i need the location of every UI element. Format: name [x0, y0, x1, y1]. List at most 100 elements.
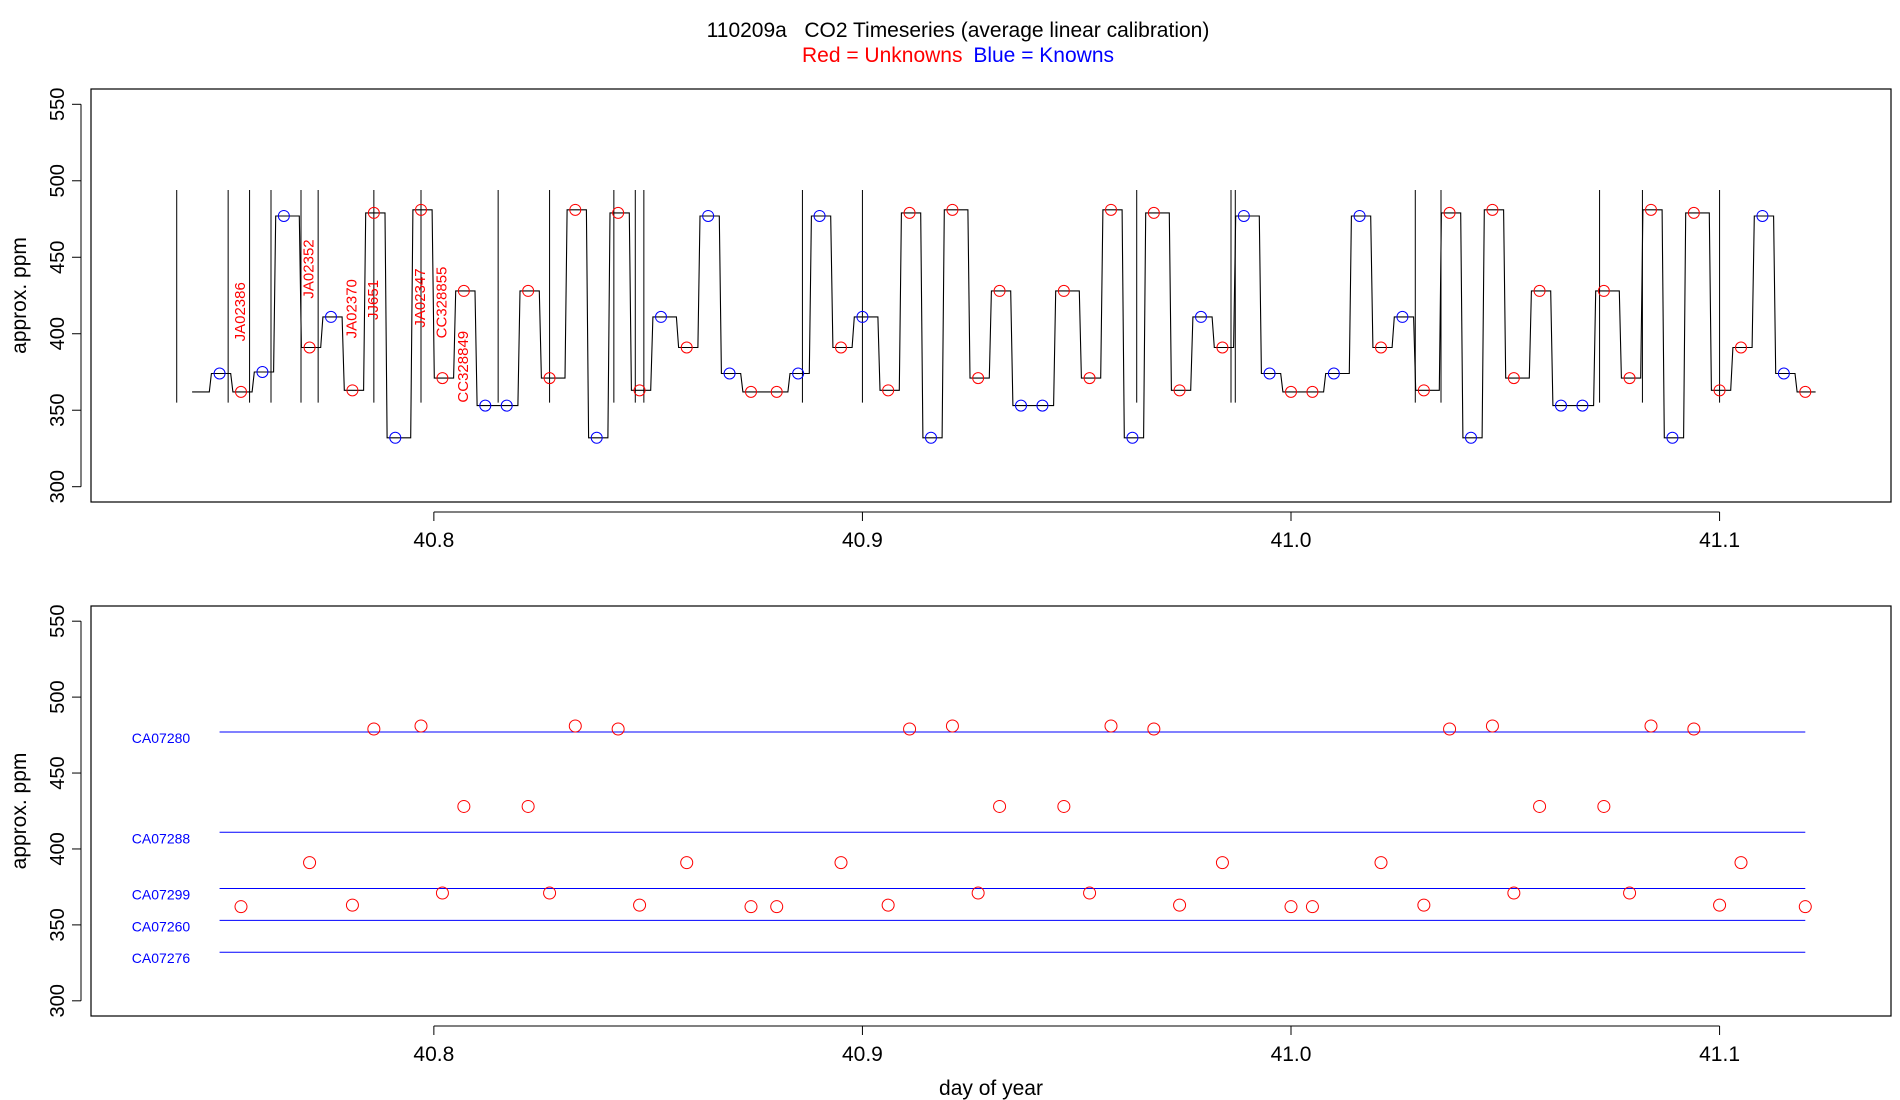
unknown-point: [1687, 206, 1700, 219]
unknown-point: [680, 856, 694, 870]
unknown-point: [1375, 341, 1387, 354]
unknown-point: [1485, 719, 1499, 733]
unknown-point: [457, 799, 471, 813]
unknown-point: [1306, 385, 1319, 398]
unknown-point: [881, 898, 895, 912]
unknown-point: [436, 372, 449, 385]
unknown-point: [1057, 284, 1070, 297]
unknown-point: [1734, 856, 1748, 870]
unknown-point: [1305, 900, 1319, 914]
unknown-point: [1104, 719, 1118, 733]
unknown-point: [1533, 799, 1547, 813]
subtitle-knowns: Blue = Knowns: [973, 44, 1114, 67]
unknown-point: [543, 886, 557, 900]
y-tick-label: 450: [47, 241, 69, 274]
known-point: [479, 399, 492, 412]
unknown-point: [1216, 341, 1229, 354]
unknown-point: [1798, 900, 1812, 914]
unknown-point: [903, 722, 917, 736]
unknown-point: [1173, 384, 1186, 397]
known-point: [1576, 399, 1589, 412]
x-tick-label: 40.8: [413, 529, 454, 552]
unknown-point: [1147, 206, 1160, 219]
unknown-point: [1105, 203, 1117, 216]
plot-frame: [90, 88, 1892, 503]
unknown-point: [1443, 722, 1457, 736]
unknown-point: [1597, 799, 1611, 813]
unknown-point: [569, 203, 582, 216]
known-point: [213, 367, 226, 380]
y-tick-label: 500: [47, 164, 69, 197]
sample-id-label: CC328855: [433, 267, 450, 339]
unknown-point: [993, 284, 1006, 297]
standard-label: CA07299: [132, 886, 191, 902]
sample-id-label: CC328849: [455, 331, 472, 403]
unknown-point: [367, 722, 381, 736]
unknown-point: [1285, 385, 1297, 398]
unknown-point: [543, 372, 556, 385]
known-point: [1756, 209, 1769, 222]
sample-id-label: JA02386: [232, 282, 249, 341]
unknown-point: [522, 284, 535, 297]
unknown-point: [1713, 384, 1726, 397]
y-tick-label: 550: [47, 88, 69, 121]
unknown-point: [993, 799, 1007, 813]
x-tick-label: 40.8: [413, 1043, 454, 1066]
unknown-point: [770, 900, 784, 914]
unknown-point: [234, 900, 248, 914]
unknown-point: [1507, 372, 1520, 385]
unknown-point: [1284, 900, 1298, 914]
y-tick-label: 450: [47, 756, 69, 789]
x-tick-label: 40.9: [842, 529, 883, 552]
known-point: [1465, 431, 1477, 444]
unknown-point: [303, 856, 317, 870]
unknown-point: [882, 384, 895, 397]
known-point: [856, 310, 869, 323]
unknown-point: [1083, 886, 1097, 900]
unknown-point: [1057, 799, 1071, 813]
unknown-point: [1147, 722, 1161, 736]
co2-trace-line: [192, 209, 1816, 439]
known-point: [792, 367, 805, 380]
unknown-point: [367, 206, 380, 219]
unknown-point: [1417, 898, 1431, 912]
unknown-point: [346, 384, 359, 397]
unknown-point: [345, 898, 359, 912]
unknown-point: [1597, 284, 1610, 297]
known-point: [1237, 209, 1250, 222]
y-tick-label: 500: [47, 680, 69, 713]
unknown-point: [744, 900, 758, 914]
y-tick-label: 350: [47, 908, 69, 941]
x-tick-label: 40.9: [842, 1043, 883, 1066]
known-point: [723, 367, 736, 380]
known-point: [702, 209, 715, 222]
known-point: [277, 209, 290, 222]
unknown-point: [612, 206, 625, 219]
unknown-point: [971, 886, 985, 900]
y-tick-label: 400: [47, 832, 69, 865]
unknown-point: [435, 886, 449, 900]
y-axis-label: approx. ppm: [8, 237, 31, 354]
unknown-point: [1215, 856, 1229, 870]
subtitle-unknowns: Red = Unknowns: [802, 44, 963, 67]
sample-id-label: JA02370: [343, 279, 360, 338]
known-point: [1353, 209, 1366, 222]
known-point: [1777, 367, 1790, 380]
known-point: [655, 310, 667, 323]
known-point: [1555, 399, 1567, 412]
known-point: [500, 399, 513, 412]
chart-subtitle: Red = Unknowns Blue = Knowns: [802, 44, 1114, 67]
x-tick-label: 41.1: [1699, 529, 1740, 552]
unknown-point: [303, 341, 316, 354]
known-point: [590, 431, 603, 444]
known-point: [1396, 310, 1409, 323]
unknown-point: [945, 719, 959, 733]
unknown-point: [1735, 341, 1747, 354]
y-tick-label: 400: [47, 317, 69, 350]
unknown-point: [1083, 372, 1096, 385]
unknown-point: [1644, 719, 1658, 733]
standard-label: CA07288: [132, 830, 191, 846]
known-point: [1666, 431, 1679, 444]
unknown-point: [568, 719, 582, 733]
